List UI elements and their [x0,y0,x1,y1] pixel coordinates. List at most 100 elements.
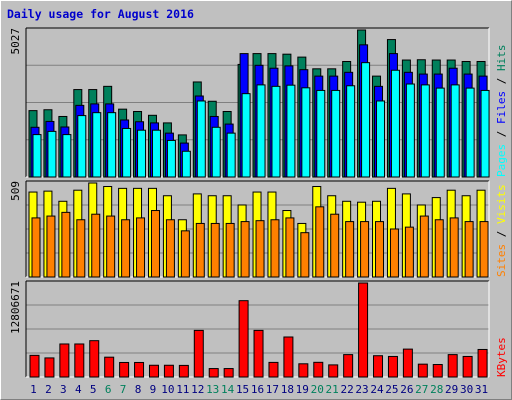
bar-kbytes-day-23 [358,282,369,378]
y-max-label-2: 509 [9,181,22,201]
x-tick-label-day-20: 20 [311,383,324,396]
y-max-label-1: 5027 [9,28,22,55]
bar-pages-day-20 [316,89,326,178]
bar-pages-day-15 [241,93,251,178]
x-tick-label-day-22: 22 [340,383,353,396]
bar-pages-day-29 [450,84,460,178]
bar-sites-day-13 [210,222,220,278]
x-tick-label-day-21: 21 [326,383,339,396]
bar-sites-day-26 [404,226,414,278]
bar-pages-day-27 [420,84,430,178]
bar-pages-day-19 [301,87,311,178]
bar-kbytes-day-14 [223,368,234,378]
bar-kbytes-day-31 [477,348,488,378]
bar-kbytes-day-19 [298,363,309,378]
x-tick-label-day-3: 3 [60,383,67,396]
bar-pages-day-7 [122,127,132,178]
bar-sites-day-2 [46,215,56,278]
bar-kbytes-day-30 [462,355,473,378]
bar-sites-day-18 [285,217,295,278]
bar-pages-day-26 [405,83,415,178]
bar-pages-day-1 [32,134,42,178]
x-tick-label-day-14: 14 [221,383,235,396]
x-tick-label-day-28: 28 [430,383,443,396]
bar-kbytes-day-5 [89,340,100,378]
bar-pages-day-25 [390,69,400,178]
bar-pages-day-12 [196,100,206,178]
bar-sites-day-15 [240,221,250,278]
bar-sites-day-6 [106,215,116,278]
bar-kbytes-day-13 [208,368,219,378]
bar-kbytes-day-3 [59,343,70,378]
bar-kbytes-day-28 [432,364,443,378]
bar-pages-day-22 [346,85,356,178]
bar-sites-day-19 [300,232,310,278]
bar-sites-day-22 [345,221,355,278]
x-tick-label-day-1: 1 [30,383,37,396]
bar-pages-day-17 [271,85,281,178]
bar-pages-day-13 [211,126,221,178]
legend-files: Files [495,91,508,124]
bar-sites-day-28 [434,219,444,278]
legend-separator: / [495,224,508,244]
x-tick-label-day-18: 18 [281,383,294,396]
bar-pages-day-23 [361,62,371,178]
x-tick-label-day-27: 27 [415,383,428,396]
bar-pages-day-31 [480,89,490,178]
bar-kbytes-day-6 [104,356,115,378]
x-tick-label-day-5: 5 [90,383,97,396]
x-tick-label-day-23: 23 [355,383,368,396]
legend-separator: / [495,71,508,91]
bar-pages-day-6 [107,112,117,178]
bar-sites-day-4 [76,219,86,278]
bar-sites-day-27 [419,215,429,278]
x-tick-label-day-13: 13 [206,383,219,396]
bar-kbytes-day-17 [268,361,279,378]
bar-sites-day-30 [464,221,474,278]
bar-pages-day-2 [47,130,57,178]
bar-kbytes-day-22 [343,354,354,378]
bar-sites-day-16 [255,220,265,278]
legend-kbytes: KBytes [495,337,508,377]
bar-kbytes-day-24 [373,355,384,378]
bar-sites-day-14 [225,222,235,278]
bar-pages-day-14 [226,132,236,178]
bar-pages-day-16 [256,84,266,178]
bar-kbytes-day-18 [283,336,294,378]
x-tick-label-day-29: 29 [445,383,458,396]
bar-sites-day-11 [180,230,190,278]
bar-kbytes-day-10 [163,364,174,378]
x-tick-label-day-30: 30 [460,383,473,396]
bar-kbytes-day-9 [148,364,159,378]
legend-separator: / [495,124,508,144]
legend-sites: Sites [495,244,508,277]
bar-pages-day-24 [376,100,386,178]
x-tick-label-day-26: 26 [400,383,413,396]
legend-hits: Hits [495,45,508,72]
bar-pages-day-28 [435,87,445,178]
bar-pages-day-11 [181,150,191,178]
x-tick-label-day-25: 25 [385,383,398,396]
bar-kbytes-day-11 [178,364,189,378]
bar-sites-day-12 [195,222,205,278]
bar-pages-day-5 [92,112,102,178]
legend-pages: Pages [495,144,508,177]
bar-sites-day-20 [315,206,325,278]
x-tick-label-day-6: 6 [105,383,112,396]
bar-sites-day-5 [91,213,101,278]
bar-kbytes-day-29 [447,354,458,378]
bar-kbytes-day-8 [134,361,145,378]
bar-pages-day-10 [166,139,176,178]
bar-kbytes-day-1 [29,354,40,378]
bar-kbytes-day-21 [328,364,339,378]
x-tick-label-day-11: 11 [176,383,189,396]
legend-2: Sites / Visits [495,184,508,277]
legend-1: Pages / Files / Hits [495,45,508,178]
x-tick-label-day-17: 17 [266,383,279,396]
bar-sites-day-10 [165,219,175,278]
x-tick-label-day-31: 31 [475,383,488,396]
x-tick-label-day-10: 10 [161,383,174,396]
x-tick-label-day-19: 19 [296,383,309,396]
